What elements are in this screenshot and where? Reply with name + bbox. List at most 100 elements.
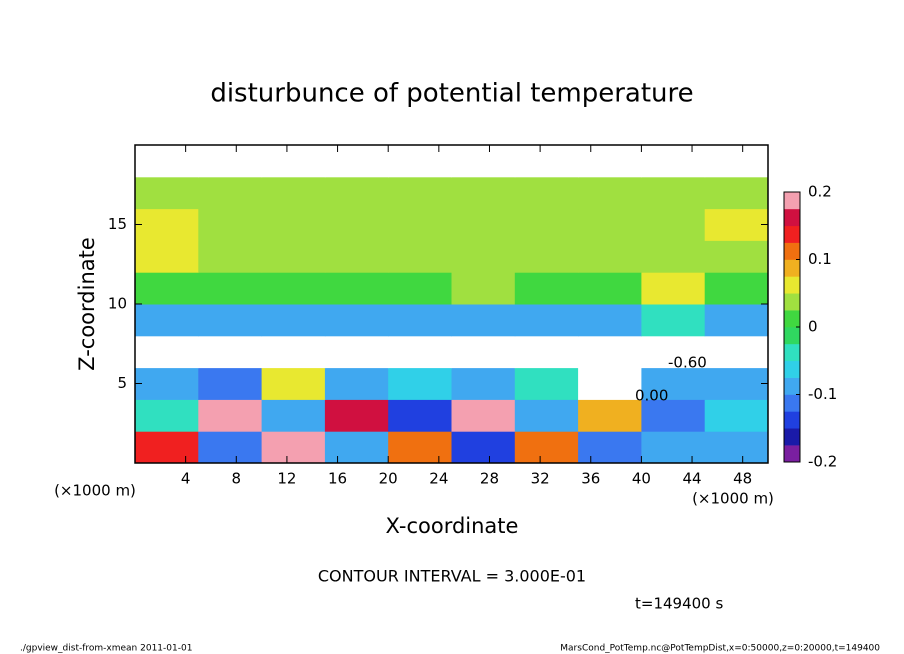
cell bbox=[641, 176, 706, 210]
cell bbox=[514, 431, 579, 464]
cell bbox=[451, 399, 516, 432]
colorbar-bin bbox=[784, 394, 800, 412]
cell bbox=[388, 272, 452, 305]
y-unit: (×1000 m) bbox=[54, 482, 136, 500]
cell bbox=[514, 272, 579, 305]
cell bbox=[324, 399, 389, 432]
colorbar-tick-label: 0.1 bbox=[808, 250, 832, 268]
cell bbox=[261, 208, 326, 241]
x-tick-label: 24 bbox=[429, 470, 448, 488]
cell bbox=[704, 145, 769, 178]
cell bbox=[388, 367, 452, 400]
cell bbox=[451, 145, 516, 178]
cell bbox=[514, 208, 579, 241]
contour-label: -0.60 bbox=[668, 354, 707, 372]
cell bbox=[641, 335, 706, 369]
colorbar-bin bbox=[784, 276, 800, 294]
colorbar-bin bbox=[784, 411, 800, 429]
cell bbox=[641, 399, 706, 432]
cell bbox=[324, 145, 389, 178]
cell bbox=[514, 176, 579, 210]
cell bbox=[641, 304, 706, 337]
footer-left: ./gpview_dist-from-xmean 2011-01-01 bbox=[20, 644, 192, 654]
cell bbox=[198, 176, 263, 210]
cell bbox=[198, 272, 263, 305]
cell bbox=[388, 240, 452, 273]
cell bbox=[451, 335, 516, 369]
chart-title: disturbunce of potential temperature bbox=[210, 79, 693, 109]
cell bbox=[198, 399, 263, 432]
colorbar-bin bbox=[784, 327, 800, 345]
x-tick-label: 4 bbox=[181, 470, 191, 488]
cell bbox=[135, 145, 199, 178]
cell bbox=[451, 367, 516, 400]
cell bbox=[388, 208, 452, 241]
cell bbox=[451, 176, 516, 210]
cell bbox=[514, 335, 579, 369]
cell bbox=[135, 304, 199, 337]
colorbar-bin bbox=[784, 377, 800, 395]
cell bbox=[135, 176, 199, 210]
y-tick-label: 5 bbox=[117, 374, 127, 392]
cell bbox=[198, 208, 263, 241]
cell bbox=[578, 367, 642, 400]
cell bbox=[261, 145, 326, 178]
cell bbox=[704, 367, 769, 400]
x-axis-label: X-coordinate bbox=[386, 514, 519, 538]
cell bbox=[198, 367, 263, 400]
cell bbox=[198, 431, 263, 464]
colorbar-bin bbox=[784, 343, 800, 362]
cell bbox=[578, 176, 642, 210]
cell bbox=[451, 208, 516, 241]
cell bbox=[135, 431, 199, 464]
colorbar-bin bbox=[784, 310, 800, 328]
colorbar-bin bbox=[784, 293, 800, 311]
cell bbox=[261, 304, 326, 337]
colorbar-tick-label: -0.2 bbox=[808, 453, 837, 471]
cell bbox=[198, 145, 263, 178]
cell bbox=[578, 240, 642, 273]
y-tick-label: 15 bbox=[108, 215, 127, 233]
x-tick-label: 8 bbox=[232, 470, 242, 488]
contour-label: 0.00 bbox=[635, 387, 668, 405]
cell bbox=[324, 335, 389, 369]
cell bbox=[704, 399, 769, 432]
x-tick-label: 20 bbox=[379, 470, 398, 488]
cell bbox=[261, 431, 326, 464]
cell bbox=[324, 208, 389, 241]
cell bbox=[135, 335, 199, 369]
colorbar-bin bbox=[784, 259, 800, 277]
cell bbox=[704, 431, 769, 464]
cell bbox=[261, 240, 326, 273]
cell bbox=[514, 304, 579, 337]
cell bbox=[514, 367, 579, 400]
cell bbox=[388, 431, 452, 464]
cell bbox=[135, 367, 199, 400]
x-tick-label: 44 bbox=[682, 470, 701, 488]
x-tick-label: 40 bbox=[632, 470, 651, 488]
y-tick-label: 10 bbox=[108, 295, 127, 313]
cell bbox=[704, 208, 769, 241]
time-label: t=149400 s bbox=[635, 595, 723, 613]
cell bbox=[514, 240, 579, 273]
cell bbox=[135, 399, 199, 432]
colorbar-bin bbox=[784, 208, 800, 227]
cell bbox=[324, 176, 389, 210]
cell bbox=[388, 304, 452, 337]
cell bbox=[704, 304, 769, 337]
cell bbox=[578, 431, 642, 464]
footer-right: MarsCond_PotTemp.nc@PotTempDist,x=0:5000… bbox=[560, 644, 880, 654]
cell bbox=[704, 176, 769, 210]
x-tick-label: 12 bbox=[277, 470, 296, 488]
x-tick-label: 48 bbox=[733, 470, 752, 488]
cell bbox=[324, 272, 389, 305]
cell bbox=[135, 208, 199, 241]
cell bbox=[641, 431, 706, 464]
colorbar-bin bbox=[784, 225, 800, 243]
cell bbox=[641, 208, 706, 241]
cell bbox=[388, 176, 452, 210]
cell bbox=[261, 176, 326, 210]
cell bbox=[514, 399, 579, 432]
cell bbox=[451, 240, 516, 273]
x-unit: (×1000 m) bbox=[692, 490, 774, 508]
